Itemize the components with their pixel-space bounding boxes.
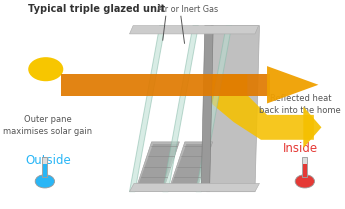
Circle shape <box>35 175 55 188</box>
Polygon shape <box>129 183 259 192</box>
Polygon shape <box>163 26 198 192</box>
Circle shape <box>295 175 315 188</box>
Polygon shape <box>136 144 178 190</box>
Polygon shape <box>207 26 259 192</box>
Polygon shape <box>170 144 211 190</box>
Polygon shape <box>129 26 258 34</box>
Bar <box>303 157 307 177</box>
Polygon shape <box>168 142 213 192</box>
Circle shape <box>28 57 63 81</box>
Polygon shape <box>135 142 179 192</box>
Text: Reflected heat
back into the home: Reflected heat back into the home <box>259 94 341 115</box>
Bar <box>43 164 47 177</box>
Polygon shape <box>201 26 213 192</box>
Polygon shape <box>129 26 165 192</box>
Bar <box>303 164 306 177</box>
Polygon shape <box>61 74 270 96</box>
Polygon shape <box>267 66 318 103</box>
Text: Air or Inert Gas: Air or Inert Gas <box>157 5 218 14</box>
Polygon shape <box>303 107 322 148</box>
Text: Inside: Inside <box>283 142 318 155</box>
Text: Outer pane
maximises solar gain: Outer pane maximises solar gain <box>3 115 92 136</box>
Polygon shape <box>207 74 314 140</box>
Bar <box>42 157 47 177</box>
Text: Typical triple glazed unit: Typical triple glazed unit <box>28 4 165 14</box>
Text: Outside: Outside <box>25 154 71 167</box>
Polygon shape <box>196 26 232 192</box>
